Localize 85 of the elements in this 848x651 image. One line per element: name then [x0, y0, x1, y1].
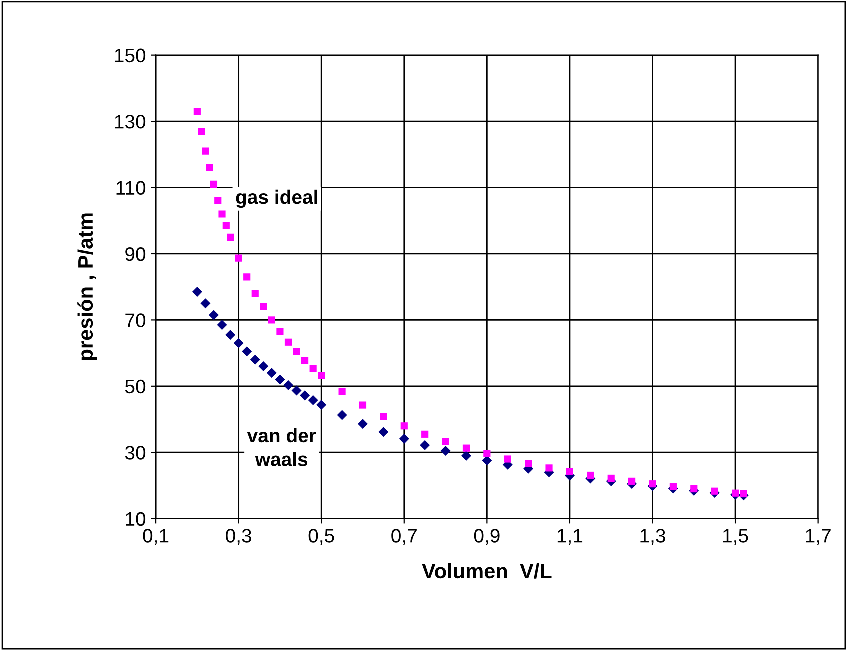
y-tick-label: 150 [115, 48, 146, 63]
point [380, 413, 388, 420]
y-tick-label: 10 [126, 512, 146, 526]
point [234, 338, 244, 348]
point [227, 234, 234, 241]
point [587, 472, 594, 480]
point [244, 274, 251, 281]
point [318, 372, 326, 380]
point [198, 128, 206, 136]
point [292, 386, 302, 396]
point [400, 422, 408, 430]
x-tick-label: 1,1 [558, 529, 583, 546]
point [461, 450, 472, 461]
point [194, 108, 201, 116]
point [711, 488, 718, 495]
point [316, 400, 327, 410]
point [210, 180, 218, 188]
point [378, 427, 389, 438]
point [226, 330, 236, 340]
point [732, 490, 740, 497]
x-tick-label: 0,1 [143, 529, 169, 546]
point [206, 164, 214, 172]
x-axis-title: Volumen V/L [422, 563, 552, 579]
point [283, 380, 294, 390]
point [308, 395, 318, 406]
point [670, 483, 677, 490]
point [302, 357, 309, 364]
point [440, 446, 451, 456]
point [525, 460, 532, 468]
point [235, 254, 242, 262]
point [740, 490, 748, 498]
y-tick-label: 30 [125, 446, 146, 460]
point [242, 346, 252, 357]
y-tick-label: 130 [115, 115, 146, 129]
point [252, 290, 259, 298]
point [566, 468, 574, 476]
point [608, 474, 615, 482]
point [250, 354, 260, 365]
x-tick-label: 0,9 [474, 529, 500, 546]
point [217, 320, 228, 330]
series-label: van der waals [247, 428, 316, 466]
point [293, 348, 300, 356]
point [484, 450, 491, 458]
point [222, 222, 230, 230]
point [310, 364, 317, 372]
point [260, 303, 268, 310]
point [422, 430, 429, 438]
point [200, 298, 211, 309]
x-tick-label: 0,3 [226, 529, 252, 546]
series-label: gas ideal [236, 190, 318, 208]
point [462, 444, 470, 452]
y-tick-label: 110 [116, 181, 146, 196]
point [258, 362, 269, 372]
point [268, 316, 276, 324]
y-tick-label: 50 [125, 380, 146, 394]
point [690, 486, 698, 493]
y-tick-label: 70 [126, 314, 146, 328]
point [338, 388, 346, 396]
point [276, 328, 284, 336]
point [337, 410, 348, 420]
point [358, 419, 368, 430]
point [192, 287, 202, 298]
point [504, 456, 512, 463]
point [649, 480, 656, 488]
x-tick-label: 1,7 [806, 529, 831, 546]
point [208, 310, 219, 320]
point [399, 434, 410, 444]
y-tick-label: 90 [126, 247, 146, 262]
point [420, 440, 430, 450]
y-axis-title: presión , P/atm [78, 214, 98, 360]
point [266, 368, 277, 378]
point [300, 390, 310, 401]
x-tick-label: 1,5 [724, 529, 748, 546]
point [628, 478, 636, 485]
point [214, 197, 222, 205]
x-tick-label: 1,3 [640, 529, 666, 546]
point [275, 374, 286, 385]
x-tick-label: 0,7 [392, 529, 417, 546]
point [218, 210, 226, 218]
point [284, 338, 292, 346]
x-tick-label: 0,5 [308, 529, 334, 546]
point [546, 464, 553, 472]
point [359, 402, 367, 409]
point [202, 148, 210, 155]
point [442, 438, 450, 446]
